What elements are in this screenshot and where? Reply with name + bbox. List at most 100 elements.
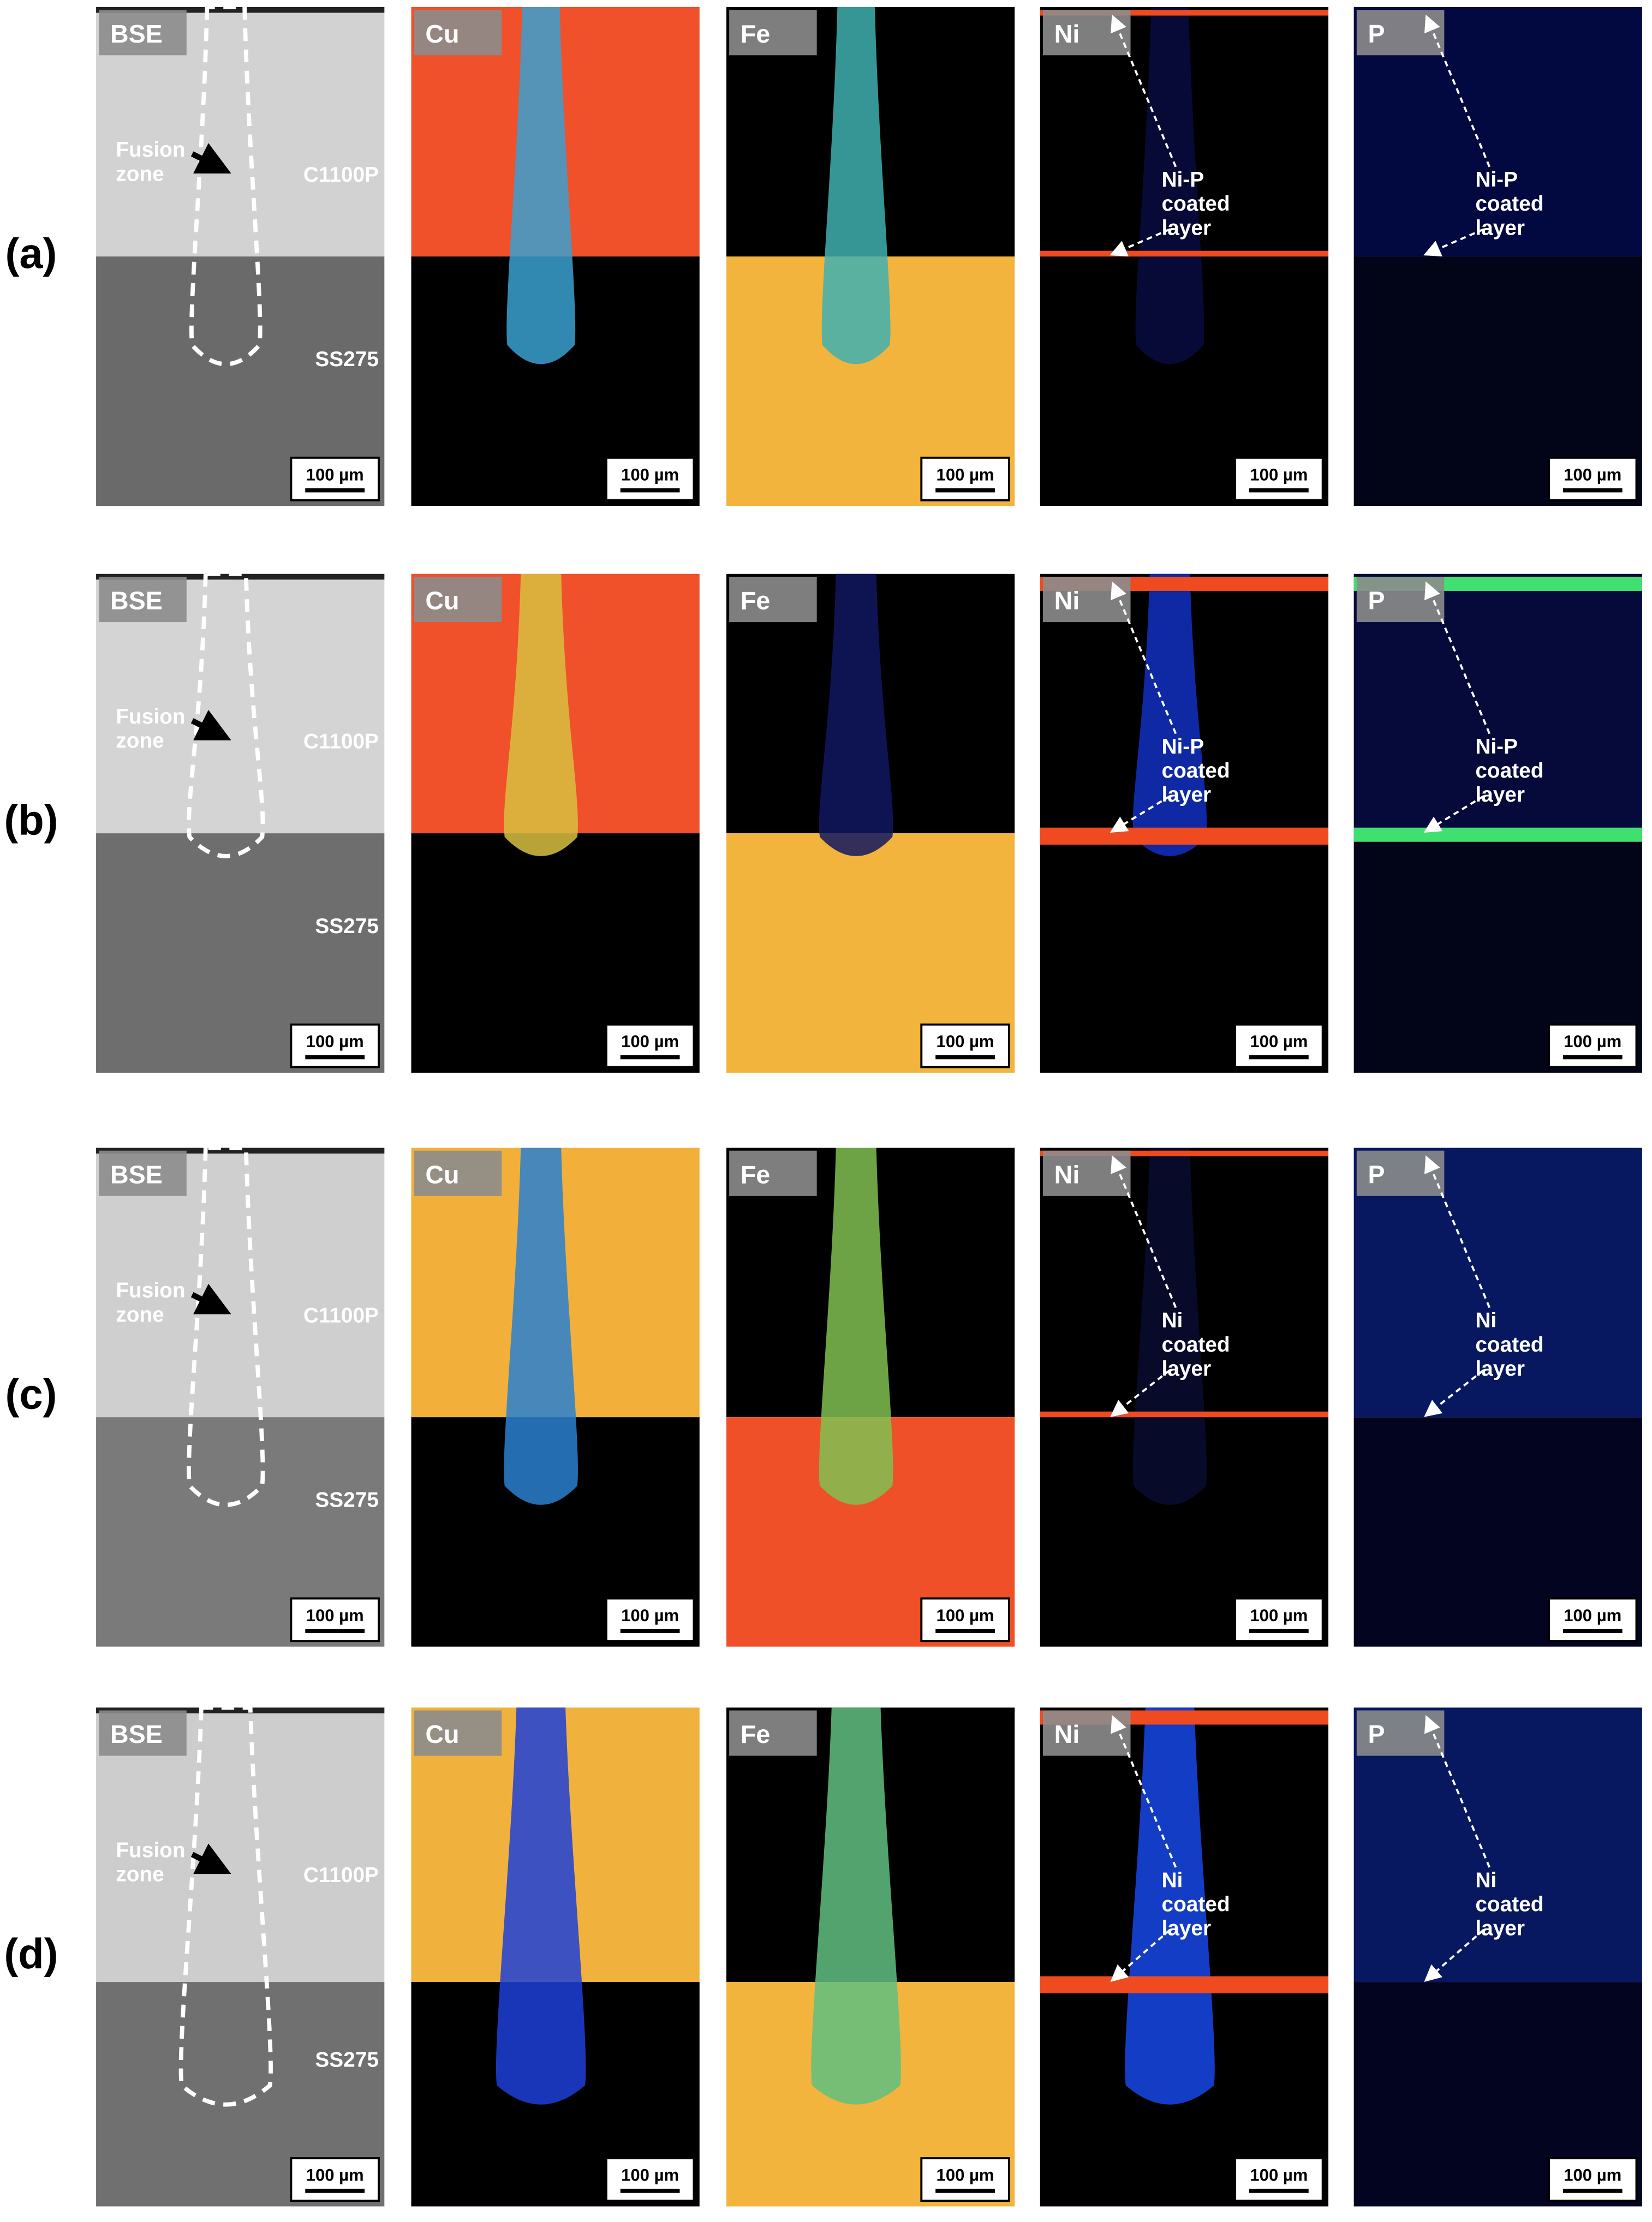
- panel-label: Ni: [1054, 1160, 1080, 1188]
- annotation-line: Fusion: [116, 1838, 185, 1862]
- panel-label-box: [729, 10, 817, 56]
- scale-bar-label: 100 µm: [1564, 465, 1621, 484]
- arrow: [190, 1843, 231, 1874]
- dashed-arrow: [1110, 1369, 1171, 1417]
- annotation-line: Ni: [1475, 1868, 1496, 1892]
- dashed-arrow: [1424, 1928, 1485, 1982]
- substrate-top-edge: [96, 1148, 385, 1154]
- scale-bar-label: 100 µm: [306, 1606, 364, 1625]
- annotation: Ni-P coated layer: [1475, 735, 1543, 807]
- scale-bar-box: [290, 456, 380, 501]
- annotation-line: coated: [1161, 192, 1230, 216]
- scale-bar-box: [920, 1023, 1010, 1068]
- annotation: C1100P: [303, 1304, 379, 1327]
- scale-bar-box: [1234, 2157, 1324, 2202]
- annotation-line: zone: [116, 162, 164, 186]
- ni-layer: [1040, 10, 1329, 16]
- panel-label: BSE: [110, 1720, 163, 1748]
- scale-bar-label: 100 µm: [937, 1032, 994, 1051]
- panel-label-box: [729, 576, 817, 623]
- row-label: (c): [5, 1371, 57, 1418]
- row-label: (a): [5, 230, 57, 277]
- scale-bar-box: [1234, 1023, 1324, 1068]
- annotation-line: layer: [1475, 216, 1525, 240]
- scale-bar-box: [290, 2157, 380, 2202]
- panel-label: Fe: [741, 1160, 770, 1188]
- substrate-top-edge: [96, 574, 385, 580]
- fusion-zone-map: [1125, 1707, 1215, 2105]
- dashed-arrow: [1110, 228, 1171, 256]
- fusion-zone-map: [496, 1707, 586, 2105]
- row-label: (d): [4, 1931, 58, 1978]
- annotation-line: C1100P: [303, 1304, 379, 1327]
- panel-label-box: [414, 576, 502, 623]
- panel-label-box: [99, 10, 187, 56]
- annotation-line: layer: [1475, 783, 1525, 807]
- annotation-line: Ni: [1475, 1309, 1496, 1333]
- dashed-arrow: [1111, 1155, 1177, 1309]
- substrate-top-edge: [96, 7, 385, 13]
- annotation-line: layer: [1161, 216, 1211, 240]
- annotation-line: coated: [1161, 759, 1230, 783]
- scale-bar-box: [1234, 1597, 1324, 1642]
- panel-label: Cu: [425, 1720, 459, 1748]
- annotation-line: layer: [1161, 1917, 1211, 1940]
- fusion-zone-map: [811, 1707, 901, 2105]
- dashed-arrow: [1110, 795, 1171, 833]
- panel-label-box: [99, 1710, 187, 1756]
- dashed-arrow: [1424, 1155, 1491, 1309]
- annotation-line: C1100P: [303, 163, 379, 187]
- panel-label-box: [414, 1710, 502, 1756]
- annotation: C1100P: [303, 730, 379, 754]
- annotation-line: coated: [1475, 759, 1543, 783]
- panel-label: Cu: [425, 20, 459, 48]
- scale-bar-box: [605, 1597, 695, 1642]
- fusion-zone-map: [821, 7, 891, 365]
- annotation-line: layer: [1161, 1357, 1211, 1381]
- dashed-arrow: [1110, 1928, 1171, 1982]
- panel-label: Ni: [1054, 1720, 1080, 1748]
- dashed-arrow: [1111, 581, 1177, 734]
- annotation-line: zone: [116, 1303, 164, 1327]
- annotation: SS275: [315, 1489, 379, 1512]
- annotation-line: SS275: [315, 915, 379, 938]
- panel-label-box: [99, 576, 187, 623]
- scale-bar-box: [1548, 1023, 1638, 1068]
- annotation-line: Ni-P: [1161, 168, 1204, 192]
- panel-label: P: [1368, 1160, 1385, 1188]
- annotation-line: Ni-P: [1475, 168, 1518, 192]
- annotation: Ni-P coated layer: [1161, 735, 1230, 807]
- dashed-arrow: [1111, 1715, 1177, 1868]
- fusion-zone-map: [819, 574, 893, 856]
- panel-label: P: [1368, 20, 1385, 48]
- scale-bar-label: 100 µm: [621, 1032, 679, 1051]
- scale-bar-box: [1548, 2157, 1638, 2202]
- ni-layer: [1040, 250, 1329, 257]
- annotation: Ni coated layer: [1161, 1868, 1230, 1940]
- panel-label: BSE: [110, 587, 163, 615]
- annotation-line: SS275: [315, 2048, 379, 2071]
- scale-bar-label: 100 µm: [1250, 465, 1308, 484]
- scale-bar-label: 100 µm: [1250, 1032, 1308, 1051]
- fusion-zone-map: [504, 574, 578, 856]
- annotation-line: Fusion: [116, 1279, 185, 1303]
- panel-label-box: [99, 1150, 187, 1196]
- annotation-line: zone: [116, 1863, 164, 1886]
- ni-layer: [1040, 1976, 1329, 1993]
- annotation: Fusion zone: [116, 1279, 185, 1327]
- scale-bar-box: [605, 1023, 695, 1068]
- fusion-zone-outline: [178, 1705, 273, 2107]
- panel-label: BSE: [110, 20, 163, 48]
- fusion-zone-map: [504, 1148, 578, 1505]
- scale-bar-box: [290, 1597, 380, 1642]
- scale-bar-label: 100 µm: [937, 465, 994, 484]
- scale-bar-label: 100 µm: [306, 2166, 364, 2185]
- annotation: Ni coated layer: [1475, 1309, 1543, 1381]
- panel-label: Fe: [741, 587, 770, 615]
- annotation-line: coated: [1475, 1892, 1543, 1916]
- annotation: Fusion zone: [116, 705, 185, 752]
- annotation-line: Fusion: [116, 138, 185, 162]
- panel-label: P: [1368, 587, 1385, 615]
- scale-bar-label: 100 µm: [1564, 1032, 1621, 1051]
- arrow: [190, 709, 231, 740]
